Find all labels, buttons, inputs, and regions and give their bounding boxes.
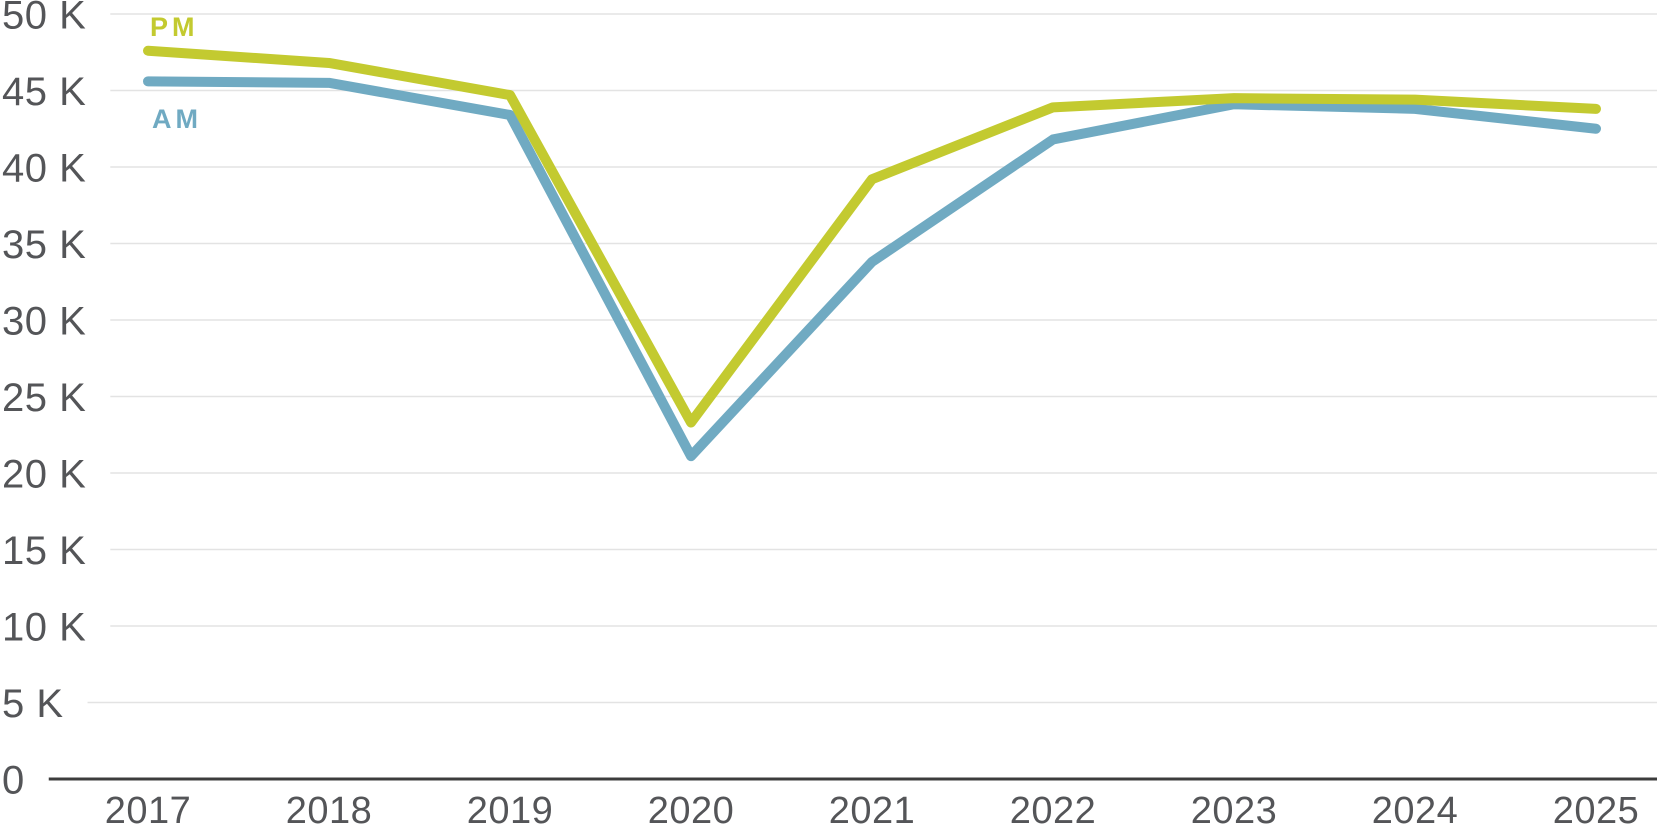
am-series-label: AM bbox=[152, 104, 202, 134]
x-axis-label: 2023 bbox=[1191, 790, 1278, 831]
x-axis-label: 2025 bbox=[1553, 790, 1640, 831]
x-axis-label: 2019 bbox=[467, 790, 554, 831]
x-axis-label: 2022 bbox=[1010, 790, 1097, 831]
x-axis-label: 2018 bbox=[286, 790, 373, 831]
x-axis-labels: 2017 2018 2019 2020 2021 2022 2023 2024 2025 bbox=[105, 790, 1640, 831]
y-axis-tick-label: 15 K bbox=[2, 529, 86, 573]
y-axis-tick-label: 40 K bbox=[2, 146, 86, 190]
y-axis-tick-label: 0 bbox=[2, 758, 25, 802]
gridlines-layer bbox=[48, 13, 1657, 781]
y-axis-tick-label: 30 K bbox=[2, 299, 86, 343]
x-axis-label: 2021 bbox=[829, 790, 916, 831]
pm-line bbox=[143, 45, 1601, 428]
y-axis-tick-label: 5 K bbox=[2, 682, 64, 726]
x-axis-label: 2024 bbox=[1372, 790, 1459, 831]
y-axis-tick-label: 50 K bbox=[2, 0, 86, 37]
y-axis-tick-label: 10 K bbox=[2, 605, 86, 649]
y-axis-labels: 50 K 45 K 40 K 35 K 30 K 25 K 20 K 15 K 10 K 5 K 0 bbox=[2, 0, 86, 802]
series-layer bbox=[143, 45, 1601, 462]
x-axis-label: 2017 bbox=[105, 790, 192, 831]
y-axis-tick-label: 25 K bbox=[2, 376, 86, 420]
y-axis-tick-label: 20 K bbox=[2, 452, 86, 496]
y-axis-tick-label: 45 K bbox=[2, 70, 86, 114]
am-line bbox=[143, 76, 1601, 462]
y-axis-tick-label: 35 K bbox=[2, 223, 86, 267]
pm-series-label: PM bbox=[150, 12, 199, 42]
x-axis-label: 2020 bbox=[648, 790, 735, 831]
